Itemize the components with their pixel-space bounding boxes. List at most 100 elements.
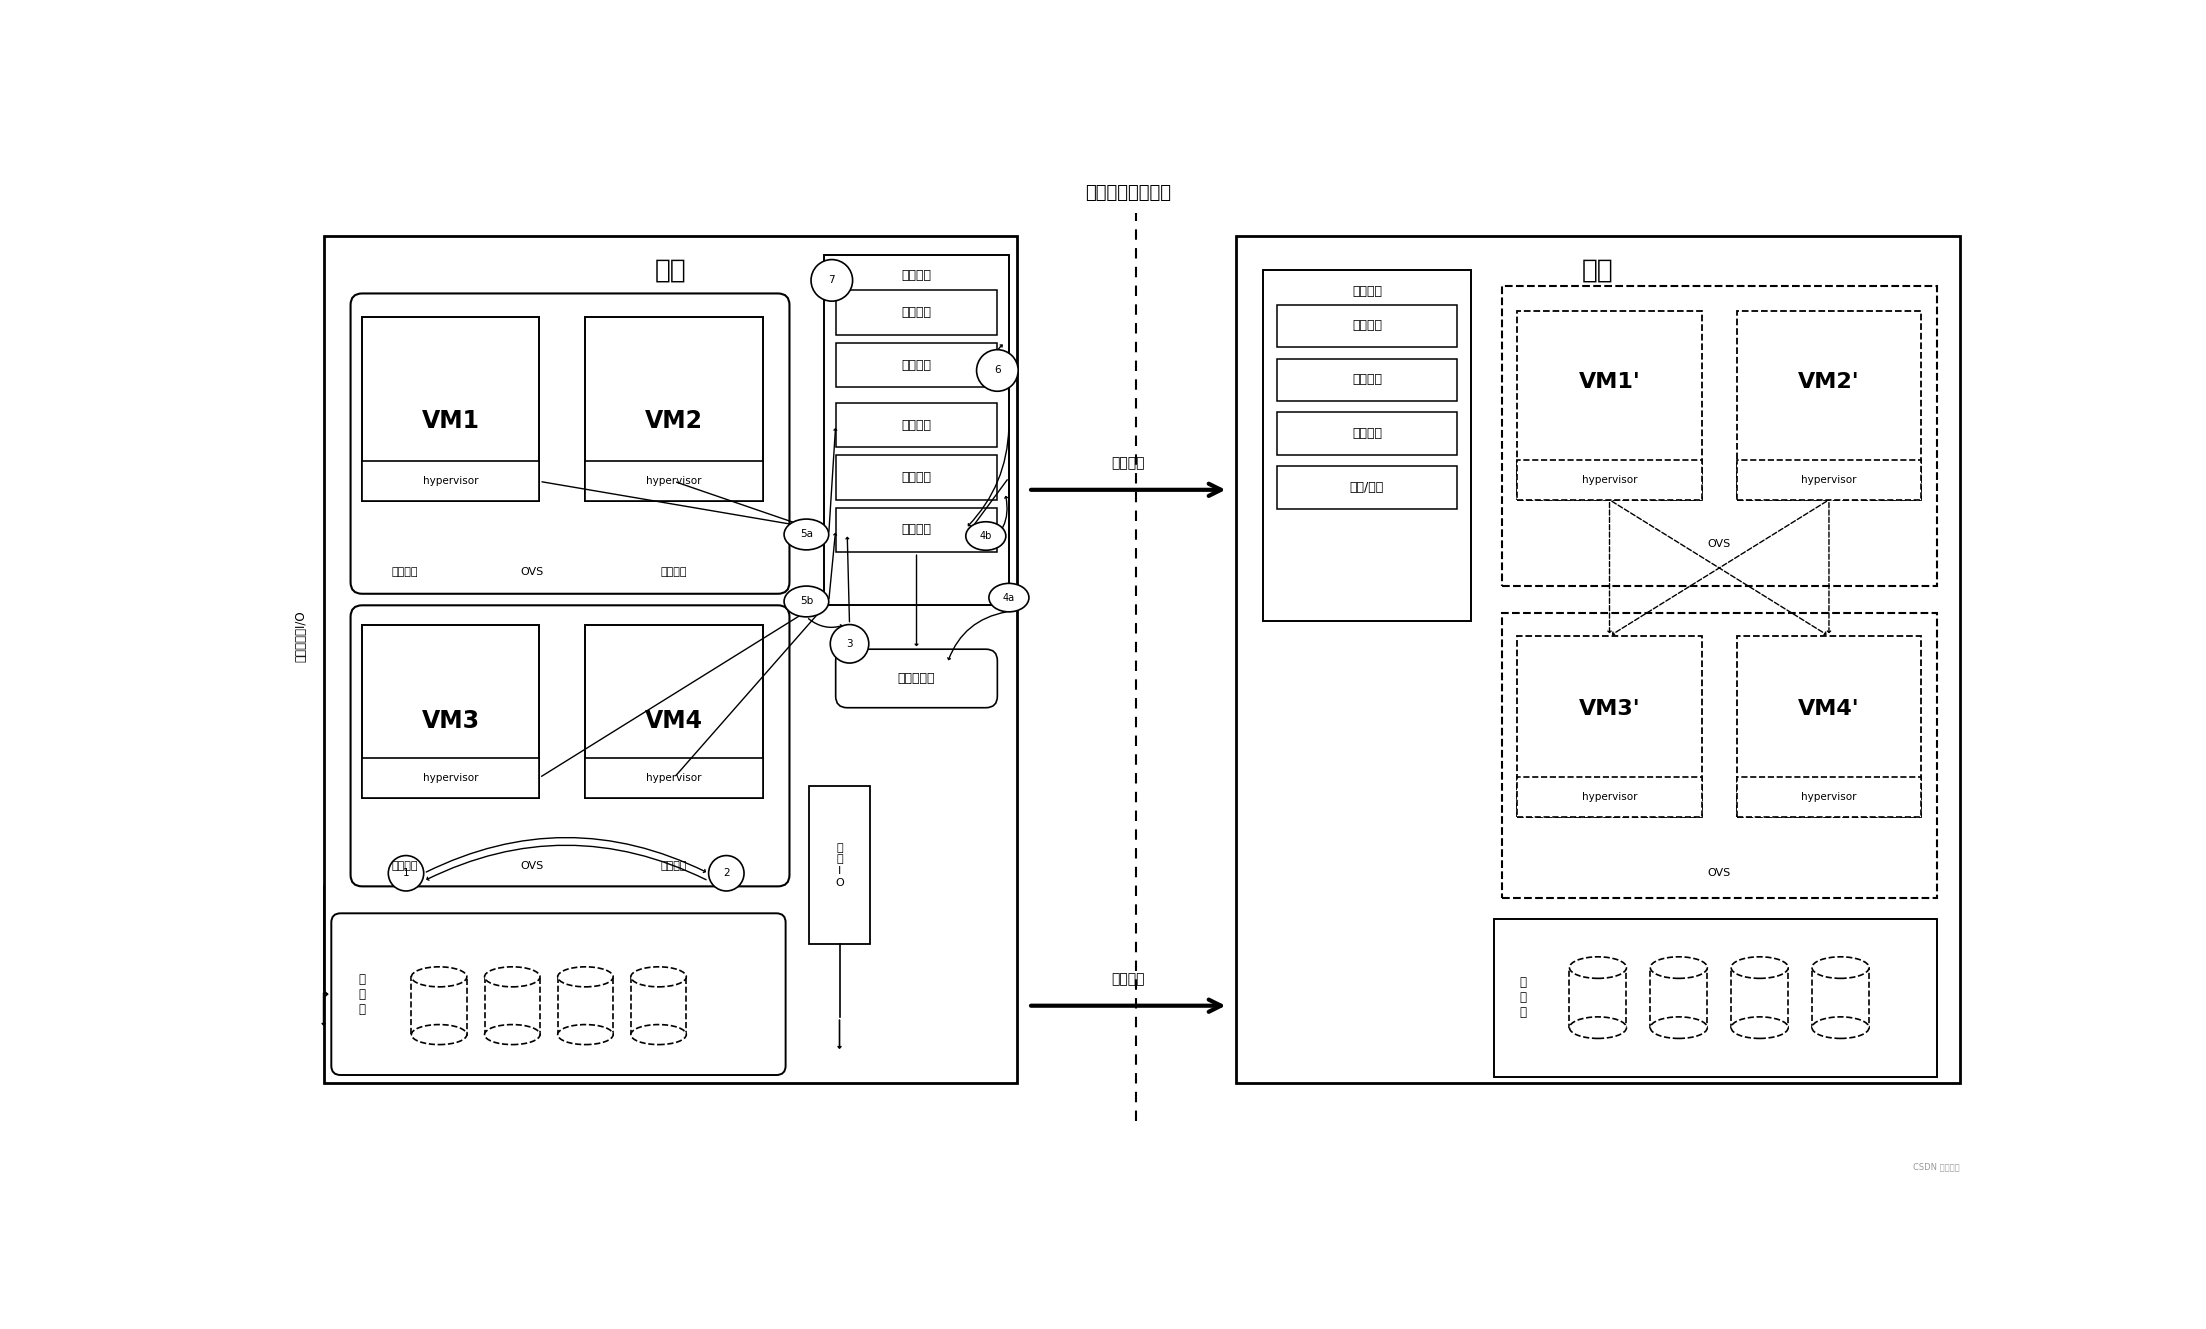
- Circle shape: [708, 856, 743, 890]
- Text: OVS: OVS: [521, 567, 543, 577]
- Text: VM1': VM1': [1579, 372, 1641, 392]
- Text: 流量分析: 流量分析: [662, 567, 688, 577]
- Ellipse shape: [558, 966, 613, 987]
- Ellipse shape: [1568, 957, 1626, 978]
- Text: hypervisor: hypervisor: [424, 476, 479, 486]
- Circle shape: [388, 856, 424, 890]
- FancyBboxPatch shape: [331, 913, 785, 1075]
- Text: hypervisor: hypervisor: [1582, 792, 1637, 801]
- Text: 3: 3: [847, 639, 854, 649]
- Ellipse shape: [1811, 957, 1868, 978]
- Text: 拓扑感知: 拓扑感知: [902, 524, 931, 537]
- Bar: [324, 235, 1017, 1083]
- Bar: [1277, 466, 1456, 509]
- Text: 灾备管理: 灾备管理: [902, 306, 931, 319]
- Text: 流量监控: 流量监控: [390, 567, 417, 577]
- Ellipse shape: [485, 966, 540, 987]
- Bar: [1736, 460, 1921, 500]
- Ellipse shape: [783, 520, 829, 550]
- Ellipse shape: [558, 1025, 613, 1045]
- Text: VM3': VM3': [1579, 699, 1641, 719]
- Bar: [1736, 311, 1921, 500]
- Ellipse shape: [988, 583, 1028, 611]
- Bar: [1518, 637, 1701, 817]
- Bar: [1811, 968, 1868, 1027]
- Bar: [1518, 777, 1701, 817]
- Text: 恢复方案: 恢复方案: [1352, 319, 1381, 332]
- Bar: [558, 977, 613, 1034]
- Bar: [836, 290, 997, 335]
- Text: 4a: 4a: [1004, 593, 1015, 602]
- Text: VM4': VM4': [1798, 699, 1860, 719]
- Bar: [1732, 968, 1789, 1027]
- Ellipse shape: [783, 586, 829, 617]
- Text: 数据平面: 数据平面: [1112, 971, 1145, 986]
- Text: OVS: OVS: [521, 861, 543, 870]
- Text: hypervisor: hypervisor: [646, 772, 702, 783]
- Bar: [825, 255, 1008, 605]
- FancyBboxPatch shape: [836, 649, 997, 708]
- Text: 5a: 5a: [801, 529, 812, 540]
- Text: VM3: VM3: [421, 708, 479, 732]
- Ellipse shape: [631, 966, 686, 987]
- Text: VM4: VM4: [644, 708, 704, 732]
- Ellipse shape: [1650, 1017, 1707, 1038]
- Text: hypervisor: hypervisor: [1582, 474, 1637, 485]
- Circle shape: [812, 259, 852, 302]
- Ellipse shape: [1732, 1017, 1789, 1038]
- Bar: [362, 758, 538, 797]
- Text: OVS: OVS: [1707, 538, 1732, 549]
- Text: hypervisor: hypervisor: [1802, 474, 1857, 485]
- Bar: [362, 316, 538, 501]
- Text: 管理平面: 管理平面: [1112, 456, 1145, 470]
- Bar: [1277, 359, 1456, 401]
- Ellipse shape: [966, 522, 1006, 550]
- Bar: [1518, 460, 1701, 500]
- Text: CSDN 今品高云: CSDN 今品高云: [1913, 1163, 1959, 1171]
- Text: 4b: 4b: [979, 532, 993, 541]
- Bar: [836, 403, 997, 448]
- Text: 流量分析: 流量分析: [662, 861, 688, 870]
- Bar: [631, 977, 686, 1034]
- Circle shape: [977, 350, 1019, 391]
- Bar: [1502, 613, 1937, 898]
- Bar: [362, 625, 538, 797]
- Ellipse shape: [1732, 957, 1789, 978]
- Text: 灾备服务: 灾备服务: [902, 270, 931, 282]
- Bar: [1736, 777, 1921, 817]
- Bar: [362, 461, 538, 501]
- Text: hypervisor: hypervisor: [424, 772, 479, 783]
- Ellipse shape: [1650, 957, 1707, 978]
- Ellipse shape: [410, 1025, 468, 1045]
- Text: VM2: VM2: [644, 408, 704, 432]
- Text: VM2': VM2': [1798, 372, 1860, 392]
- Ellipse shape: [485, 1025, 540, 1045]
- Bar: [836, 455, 997, 500]
- Bar: [1235, 235, 1959, 1083]
- Text: hypervisor: hypervisor: [1802, 792, 1857, 801]
- Text: 备
存
储: 备 存 储: [1520, 975, 1527, 1019]
- Bar: [485, 977, 540, 1034]
- Text: 6: 6: [995, 365, 1002, 376]
- FancyBboxPatch shape: [351, 605, 790, 886]
- Bar: [1277, 412, 1456, 455]
- Bar: [836, 343, 997, 387]
- Ellipse shape: [631, 1025, 686, 1045]
- Text: 灾备方案: 灾备方案: [902, 359, 931, 372]
- Bar: [1736, 637, 1921, 817]
- Text: 拓扑变更: 拓扑变更: [902, 470, 931, 484]
- Text: 恢复服务: 恢复服务: [1352, 286, 1381, 299]
- Ellipse shape: [410, 966, 468, 987]
- Text: 主云: 主云: [655, 258, 686, 283]
- Text: 云
存
储: 云 存 储: [360, 973, 366, 1015]
- Bar: [1264, 270, 1471, 621]
- Bar: [1650, 968, 1707, 1027]
- Text: 备
份
I
O: 备 份 I O: [836, 843, 845, 888]
- Text: 1: 1: [404, 868, 410, 878]
- Text: hypervisor: hypervisor: [646, 476, 702, 486]
- Ellipse shape: [1568, 1017, 1626, 1038]
- Bar: [585, 758, 763, 797]
- Text: 演练/恢复: 演练/恢复: [1350, 481, 1383, 494]
- Text: 流量监控: 流量监控: [390, 861, 417, 870]
- Text: 跨机房跨地域容灾: 跨机房跨地域容灾: [1085, 185, 1171, 202]
